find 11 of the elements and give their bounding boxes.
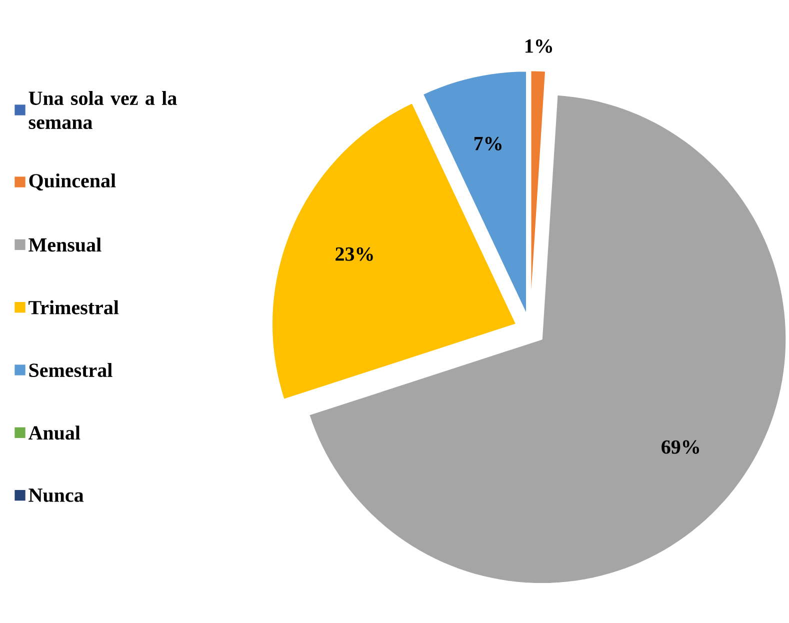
data-label: 69% bbox=[662, 440, 700, 454]
legend-label: Trimestral bbox=[28, 300, 119, 314]
legend-label: Quincenal bbox=[29, 173, 116, 191]
legend-label: Mensual bbox=[28, 238, 102, 252]
data-label: 23% bbox=[336, 247, 373, 261]
data-label: 1% bbox=[526, 39, 552, 53]
data-label: 7% bbox=[474, 136, 502, 150]
legend-label: Nunca bbox=[28, 488, 84, 502]
legend-label: Anual bbox=[28, 426, 80, 440]
legend-label: Una sola vez a la semana bbox=[28, 90, 177, 130]
legend-label: Semestral bbox=[29, 362, 112, 378]
